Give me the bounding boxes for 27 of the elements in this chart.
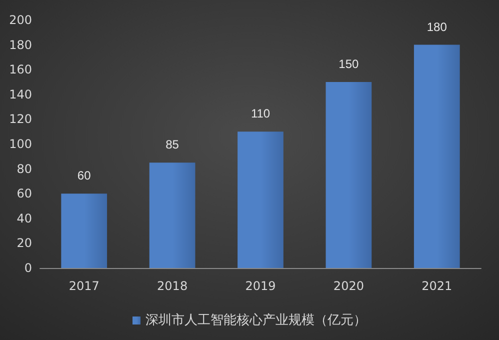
y-tick-label: 40	[16, 211, 32, 226]
y-tick-label: 80	[16, 162, 32, 176]
y-tick-label: 60	[16, 186, 32, 201]
y-tick-label: 120	[9, 112, 32, 126]
data-label: 150	[338, 57, 360, 71]
bar	[61, 194, 108, 268]
y-tick-label: 200	[9, 13, 32, 27]
legend-label: 深圳市人工智能核心产业规模（亿元）	[146, 312, 366, 328]
bar	[238, 132, 284, 268]
data-label: 60	[77, 168, 92, 183]
y-tick-label: 20	[16, 236, 32, 250]
x-tick-label: 2019	[245, 279, 276, 293]
data-label: 110	[250, 106, 270, 121]
x-tick-label: 2021	[422, 279, 452, 293]
data-label: 85	[166, 138, 180, 152]
x-tick-label: 2020	[333, 279, 364, 293]
x-tick-label: 2018	[157, 279, 188, 293]
y-tick-label: 160	[9, 62, 32, 77]
y-tick-label: 0	[24, 261, 32, 275]
y-tick-label: 180	[9, 38, 32, 52]
bar	[149, 162, 196, 268]
data-label: 180	[426, 20, 448, 34]
y-tick-label: 100	[9, 137, 32, 151]
bar	[414, 44, 460, 268]
y-tick-label: 140	[9, 87, 32, 102]
bar	[326, 82, 372, 268]
x-tick-label: 2017	[68, 279, 100, 293]
